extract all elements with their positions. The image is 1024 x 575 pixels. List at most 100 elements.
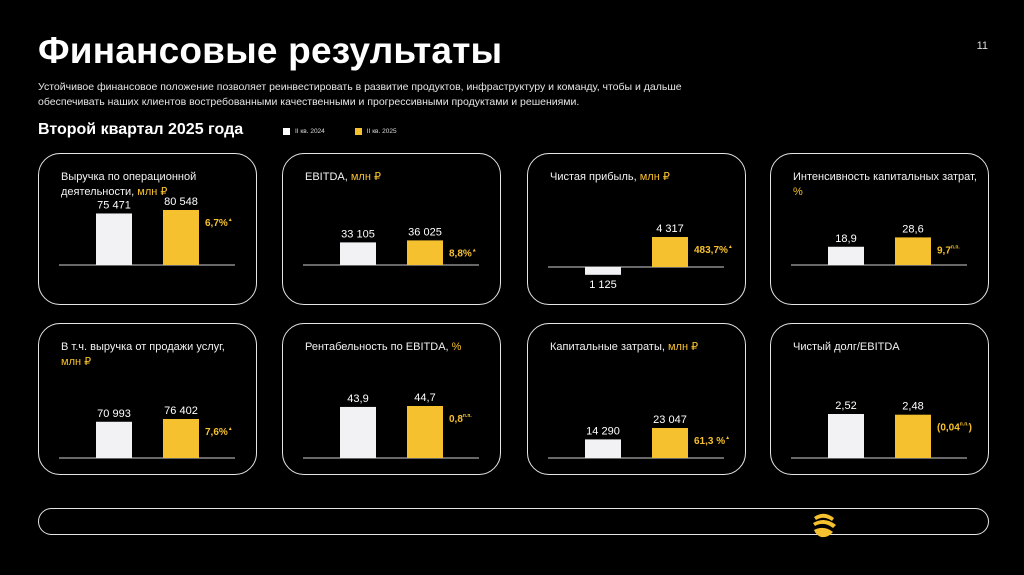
change-label-sup: п.п. <box>463 413 472 419</box>
bar-2025 <box>895 414 931 458</box>
legend-label-2024: II кв. 2024 <box>295 128 325 135</box>
kpi-chart: 70 993 76 402 7,6%▲ <box>59 405 235 459</box>
bar-2025 <box>895 237 931 265</box>
change-label-sup: ▲ <box>228 217 233 223</box>
card-title-text: Чистый долг/EBITDA <box>793 341 900 353</box>
change-label: 7,6%▲ <box>205 426 233 438</box>
card-title-text: В т.ч. выручка от продажи услуг, <box>61 341 225 353</box>
change-label: 9,7п.п. <box>937 244 960 256</box>
change-label: 483,7%▲ <box>694 244 733 256</box>
data-label-2024: 70 993 <box>97 408 131 420</box>
kpi-card-revenue: Выручка по операционной деятельности, мл… <box>38 153 257 305</box>
card-title-unit: млн ₽ <box>667 341 699 353</box>
change-label: (0,04п.п.) <box>937 422 972 434</box>
data-label-2024: 33 105 <box>341 228 375 240</box>
data-label-2024: 14 290 <box>586 425 620 437</box>
card-title-text: Интенсивность капитальных затрат, <box>793 171 977 183</box>
data-label-2025: 76 402 <box>164 405 198 417</box>
card-title: Рентабельность по EBITDA, % <box>305 340 490 355</box>
card-title-unit: млн ₽ <box>137 186 168 198</box>
kpi-card-services-revenue: В т.ч. выручка от продажи услуг, млн ₽ 7… <box>38 323 257 475</box>
legend-item-2024: II кв. 2024 <box>283 128 325 135</box>
change-label-close: ) <box>969 423 972 434</box>
card-title-unit: млн ₽ <box>61 356 92 368</box>
kpi-chart: 18,9 28,6 9,7п.п. <box>791 223 967 266</box>
bar-2024 <box>340 406 376 458</box>
card-title: Чистый долг/EBITDA <box>793 340 978 355</box>
bar-2025 <box>407 240 443 265</box>
data-label-2024: 43,9 <box>347 393 368 405</box>
change-label: 61,3 %▲ <box>694 435 730 447</box>
card-title-text: Выручка по операционной деятельности, <box>61 171 197 198</box>
change-label-sup: ▲ <box>728 244 733 250</box>
kpi-card-capex: Капитальные затраты, млн ₽ 14 290 23 047 6… <box>527 323 746 475</box>
data-label-2025: 36 025 <box>408 226 442 238</box>
change-label-sup: ▲ <box>228 426 233 432</box>
section-subtitle: Второй квартал 2025 года <box>38 121 244 138</box>
bar-2025 <box>652 428 688 458</box>
data-label-2025: 28,6 <box>902 223 923 235</box>
card-title: В т.ч. выручка от продажи услуг, млн ₽ <box>61 340 246 370</box>
card-title-unit: млн ₽ <box>350 171 381 183</box>
bar-2025 <box>163 419 199 458</box>
data-label-2025: 23 047 <box>653 414 687 426</box>
bar-2024 <box>585 267 621 275</box>
change-label: 6,7%▲ <box>205 217 233 229</box>
legend-label-2025: II кв. 2025 <box>366 128 397 135</box>
kpi-chart: 75 471 80 548 6,7%▲ <box>59 196 235 266</box>
kpi-chart: 14 290 23 047 61,3 %▲ <box>548 414 730 459</box>
bar-2024 <box>340 242 376 265</box>
kpi-card-ebitda-margin: Рентабельность по EBITDA, % 43,9 44,7 0,8п… <box>282 323 501 475</box>
kpi-chart: 33 105 36 025 8,8%▲ <box>303 226 479 266</box>
card-title: EBITDA, млн ₽ <box>305 170 490 185</box>
card-title-unit: млн ₽ <box>639 171 670 183</box>
card-title: Выручка по операционной деятельности, мл… <box>61 170 246 200</box>
card-title-unit: % <box>451 341 462 353</box>
page-title: Финансовые результаты <box>38 30 503 71</box>
footer-bar <box>38 508 989 535</box>
change-label-sup: п.п. <box>951 244 960 250</box>
data-label-2024: 1 125 <box>589 279 617 291</box>
change-label-sup: п.п. <box>960 422 969 428</box>
kpi-chart: 43,9 44,7 0,8п.п. <box>303 392 479 459</box>
change-label-sup: ▲ <box>725 435 730 441</box>
data-label-2025: 80 548 <box>164 196 198 208</box>
data-label-2024: 18,9 <box>835 233 856 245</box>
legend-item-2025: II кв. 2025 <box>354 128 397 135</box>
kpi-chart: 2,52 2,48 (0,04п.п.) <box>791 400 972 459</box>
data-label-2025: 4 317 <box>656 223 684 235</box>
kpi-card-ebitda: EBITDA, млн ₽ 33 105 36 025 8,8%▲ <box>282 153 501 305</box>
card-title-unit: % <box>793 186 803 198</box>
bar-2025 <box>407 406 443 458</box>
legend-swatch-2024 <box>283 128 290 135</box>
data-label-2025: 2,48 <box>902 401 923 413</box>
bar-2024 <box>828 246 864 265</box>
bar-2025 <box>652 237 688 267</box>
card-title: Чистая прибыль, млн ₽ <box>550 170 735 185</box>
kpi-card-net-profit: Чистая прибыль, млн ₽ 1 125 4 317 483,7%▲ <box>527 153 746 305</box>
data-label-2024: 75 471 <box>97 199 131 211</box>
bar-2024 <box>585 439 621 458</box>
kpi-chart: 1 125 4 317 483,7%▲ <box>548 223 733 291</box>
card-title: Интенсивность капитальных затрат, % <box>793 170 978 200</box>
bar-2024 <box>828 414 864 458</box>
bar-2025 <box>163 210 199 265</box>
intro-text: Устойчивое финансовое положение позволяе… <box>38 81 682 108</box>
kpi-card-net-debt-ebitda: Чистый долг/EBITDA 2,52 2,48 (0,04п.п.) <box>770 323 989 475</box>
legend-swatch-2025 <box>354 128 362 135</box>
card-title-text: Чистая прибыль, <box>550 171 640 183</box>
change-label-sup: ▲ <box>472 247 477 253</box>
card-title-text: Рентабельность по EBITDA, <box>305 341 452 353</box>
data-label-2024: 2,52 <box>835 400 856 412</box>
bar-2024 <box>96 213 132 265</box>
legend: II кв. 2024 II кв. 2025 <box>283 128 397 135</box>
yellow-stripes-logo-icon <box>813 513 836 538</box>
data-label-2025: 44,7 <box>414 392 435 404</box>
kpi-card-capex-intensity: Интенсивность капитальных затрат, % 18,9… <box>770 153 989 305</box>
change-label: 0,8п.п. <box>449 413 472 425</box>
card-title: Капитальные затраты, млн ₽ <box>550 340 735 355</box>
change-label: 8,8%▲ <box>449 247 477 259</box>
bar-2024 <box>96 421 132 458</box>
card-title-text: EBITDA, <box>305 171 351 183</box>
card-title-text: Капитальные затраты, <box>550 341 668 353</box>
